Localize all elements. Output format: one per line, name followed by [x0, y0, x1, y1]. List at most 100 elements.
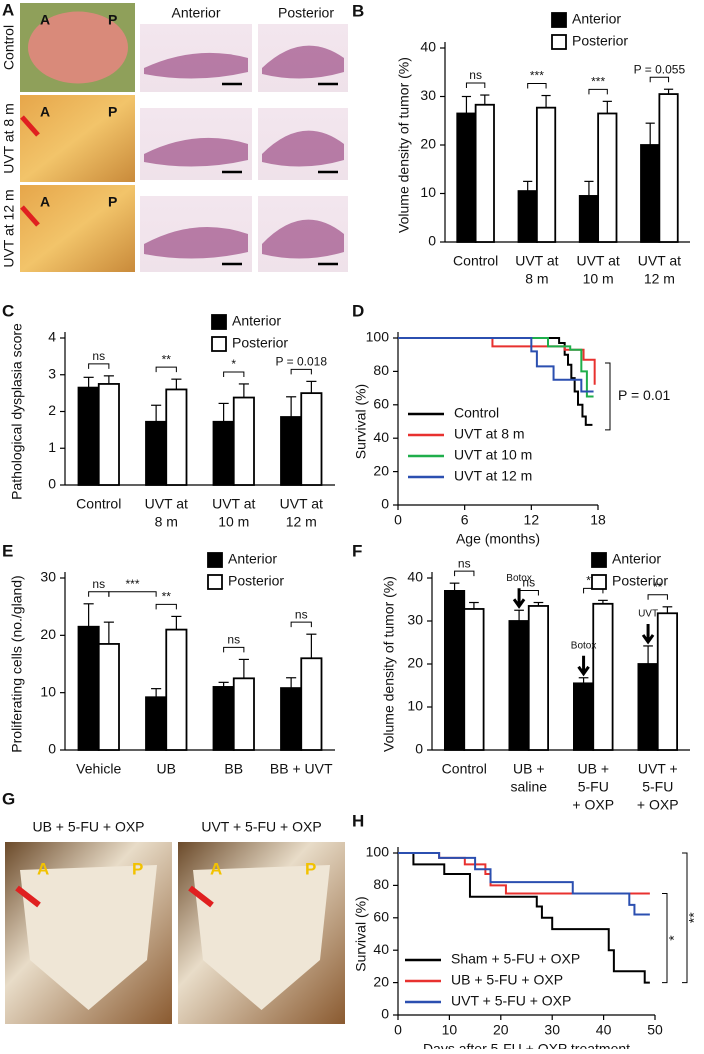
significance-label: ns	[295, 607, 308, 621]
photo-mark: A	[210, 859, 222, 878]
red-arrow	[188, 885, 214, 908]
y-tick-label: 0	[48, 741, 56, 757]
x-tick-label: Control	[442, 761, 487, 777]
x-tick-label: 30	[544, 1022, 560, 1038]
legend-label: Posterior	[232, 335, 288, 351]
legend-swatch	[207, 552, 223, 568]
legend-label: Posterior	[228, 573, 284, 589]
significance-label: **	[686, 912, 702, 923]
survival-curve	[398, 337, 594, 393]
x-tick-label: UB	[157, 761, 176, 777]
y-axis-title: Survival (%)	[353, 384, 369, 459]
panel-letter: D	[352, 301, 364, 320]
x-tick-label: 0	[394, 1022, 402, 1038]
bar	[517, 190, 538, 243]
row-label: Control	[1, 25, 17, 70]
row-label: UVT at 8 m	[1, 103, 17, 174]
y-tick-label: 10	[420, 184, 436, 200]
significance-label: **	[162, 590, 172, 604]
significance-label: *	[231, 357, 236, 371]
significance-label: ns	[522, 576, 535, 590]
tissue	[193, 865, 330, 1010]
bar	[145, 696, 168, 751]
bar	[527, 605, 550, 751]
bar	[97, 383, 120, 486]
y-tick-label: 0	[381, 496, 389, 512]
panel-letter: G	[2, 789, 15, 808]
red-arrow	[20, 205, 40, 227]
tissue-section	[144, 137, 248, 167]
photo-mark: P	[108, 104, 117, 120]
bar	[637, 663, 659, 751]
significance-label: *	[666, 935, 682, 941]
legend-label: Sham + 5-FU + OXP	[451, 951, 580, 967]
significance-label: ns	[227, 633, 240, 647]
x-tick-label: 12 m	[286, 514, 317, 530]
bar	[280, 416, 303, 486]
x-tick-label: + OXP	[572, 797, 614, 813]
tissue	[28, 11, 128, 84]
bar	[77, 625, 100, 751]
x-tick-label: UVT at	[145, 496, 188, 512]
significance-label: P = 0.055	[634, 62, 686, 76]
legend-label: UVT at 12 m	[454, 468, 532, 484]
panel-letter: A	[2, 0, 14, 19]
bar	[463, 608, 485, 751]
legend-swatch	[591, 574, 607, 590]
legend-swatch	[591, 552, 607, 568]
photo-mark: A	[40, 104, 50, 120]
x-tick-label: Control	[76, 496, 121, 512]
x-tick-label: saline	[510, 779, 547, 795]
x-axis-title: Age (months)	[456, 531, 540, 547]
y-axis-title: Survival (%)	[353, 896, 369, 971]
y-tick-label: 80	[373, 362, 389, 378]
x-tick-label: Control	[453, 253, 498, 269]
x-tick-label: BB	[224, 761, 243, 777]
significance-bracket	[290, 368, 312, 375]
photo	[20, 95, 135, 182]
legend-swatch	[551, 34, 567, 50]
x-tick-label: 40	[596, 1022, 612, 1038]
x-tick-label: 8 m	[525, 271, 548, 287]
column-header: Posterior	[278, 5, 334, 21]
bar	[535, 106, 557, 243]
legend-swatch	[207, 574, 223, 590]
arrow	[577, 655, 590, 677]
x-tick-label: + OXP	[637, 797, 679, 813]
red-arrow	[15, 885, 41, 908]
legend-label: Anterior	[228, 551, 277, 567]
y-tick-label: 20	[40, 626, 56, 642]
panel-letter: H	[352, 811, 364, 830]
bar	[578, 195, 600, 243]
significance-bracket	[527, 83, 547, 89]
bar	[165, 388, 188, 486]
row-label: UVT at 12 m	[1, 189, 17, 267]
legend-label: UVT at 10 m	[454, 447, 532, 463]
survival-curve	[398, 337, 596, 385]
survival-curve	[398, 337, 594, 398]
x-tick-label: UVT at	[576, 253, 619, 269]
significance-bracket	[662, 893, 668, 984]
significance-label: ns	[458, 556, 471, 570]
significance-label: ns	[92, 577, 105, 591]
bar	[212, 420, 235, 486]
y-tick-label: 100	[366, 329, 390, 345]
photo-mark: P	[132, 859, 143, 878]
tissue	[20, 865, 157, 1010]
bar	[656, 612, 679, 751]
significance-bracket	[88, 591, 110, 597]
x-tick-label: UB +	[513, 761, 545, 777]
y-tick-label: 10	[40, 683, 56, 699]
significance-bracket	[465, 82, 486, 89]
significance-bracket	[155, 366, 177, 373]
survival-curve	[398, 852, 650, 895]
tissue-section	[144, 226, 248, 259]
legend-label: Anterior	[232, 313, 281, 329]
significance-bracket	[649, 76, 670, 83]
legend-label: UVT + 5-FU + OXP	[451, 993, 571, 1009]
photo-mark: A	[40, 12, 50, 28]
bar	[212, 686, 235, 751]
y-tick-label: 1	[48, 439, 56, 455]
significance-label: **	[653, 580, 663, 594]
